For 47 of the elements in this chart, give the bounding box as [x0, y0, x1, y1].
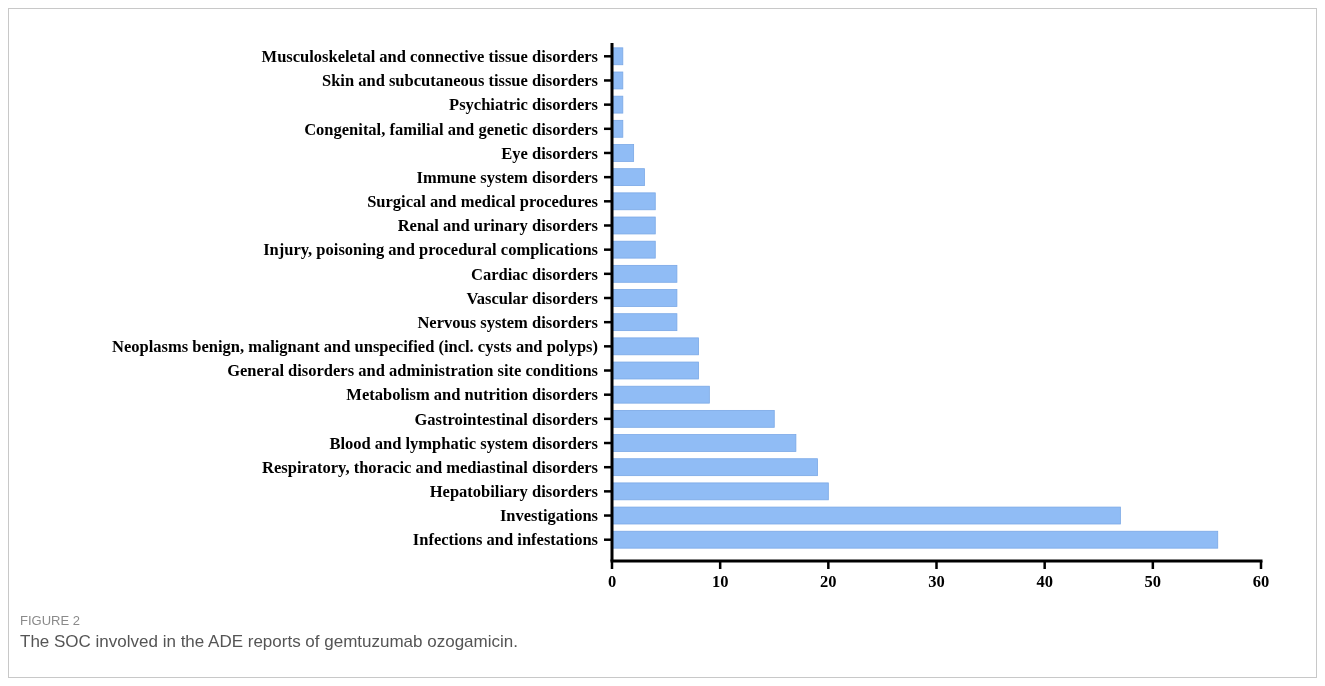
- x-tick-label: 0: [607, 572, 617, 591]
- x-tick-label: 30: [928, 572, 945, 591]
- x-tick-label: 60: [1252, 572, 1270, 591]
- bar: [611, 458, 818, 477]
- bar: [611, 337, 699, 356]
- x-tick-label: 50: [1144, 572, 1162, 591]
- y-tick-label: Injury, poisoning and procedural complications: [263, 240, 599, 260]
- y-tick-label: Respiratory, thoracic and mediastinal disorders: [262, 457, 599, 477]
- y-tick-label: Skin and subcutaneous tissue disorders: [321, 71, 599, 91]
- bar: [611, 506, 1121, 525]
- x-tick-label: 10: [711, 572, 729, 591]
- y-tick-label: Neoplasms benign, malignant and unspecified (incl. cysts and polyps): [112, 337, 598, 357]
- y-tick-label: Musculoskeletal and connective tissue disorders: [261, 47, 599, 67]
- bar: [611, 434, 797, 452]
- y-tick-label: Metabolism and nutrition disorders: [346, 385, 599, 405]
- y-tick-label: Renal and urinary disorders: [397, 216, 599, 236]
- bar: [611, 144, 635, 162]
- bar: [611, 168, 645, 187]
- bar: [611, 264, 678, 283]
- y-tick-label: Psychiatric disorders: [449, 95, 599, 115]
- bar: [611, 361, 699, 380]
- bar: [611, 240, 656, 259]
- y-tick-label: Congenital, familial and genetic disorders: [304, 119, 599, 139]
- y-tick-label: Surgical and medical procedures: [367, 192, 599, 212]
- y-tick-label: Cardiac disorders: [471, 264, 599, 284]
- y-tick-label: Nervous system disorders: [417, 312, 599, 332]
- bar: [611, 289, 678, 307]
- bar: [611, 409, 775, 428]
- y-tick-label: Hepatobiliary disorders: [429, 482, 599, 502]
- caption: FIGURE 2: [20, 613, 80, 628]
- bar: [611, 216, 656, 235]
- y-tick-label: Blood and lymphatic system disorders: [329, 433, 599, 453]
- bar: [611, 313, 678, 332]
- x-tick-label: 20: [820, 572, 837, 591]
- y-tick-label: Investigations: [499, 506, 599, 526]
- y-tick-label: Gastrointestinal disorders: [414, 409, 599, 429]
- bar: [611, 192, 656, 211]
- y-tick-label: Immune system disorders: [416, 167, 599, 187]
- bar: [611, 482, 829, 501]
- y-tick-label: Eye disorders: [501, 143, 599, 163]
- bar: [611, 385, 710, 404]
- y-tick-label: General disorders and administration site conditions: [227, 361, 599, 381]
- y-tick-label: Infections and infestations: [412, 530, 599, 550]
- x-tick-label: 40: [1036, 572, 1053, 591]
- y-tick-label: Vascular disorders: [466, 288, 599, 308]
- text: The SOC involved in the ADE reports of gemtuzumab ozogamicin.: [20, 632, 518, 651]
- bar: [611, 530, 1219, 549]
